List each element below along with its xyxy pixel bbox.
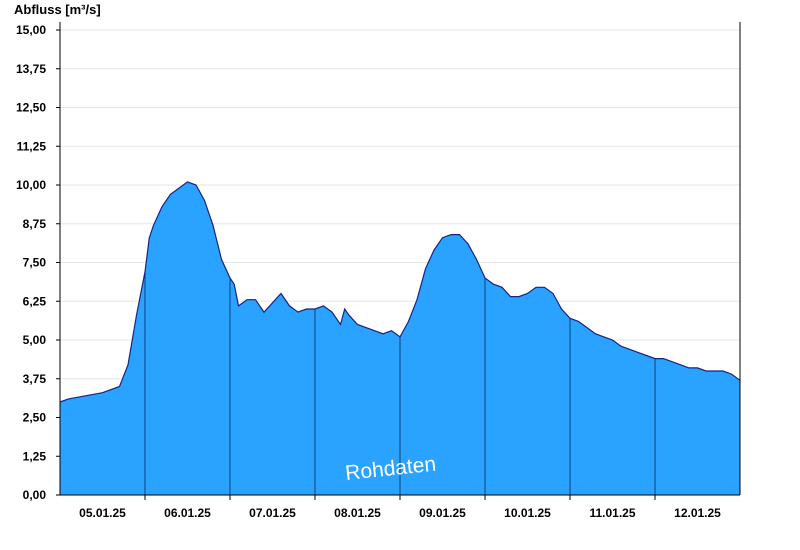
discharge-line: [59, 181, 741, 403]
x-tick-label: 06.01.25: [164, 506, 211, 520]
y-tick-label: 6,25: [23, 294, 47, 308]
day-boundary-lines: [144, 271, 656, 495]
y-tick-label: 10,00: [16, 178, 46, 192]
x-tick-label: 07.01.25: [249, 506, 296, 520]
y-tick-label: 13,75: [16, 62, 46, 76]
y-tick-label: 7,50: [23, 256, 47, 270]
x-tick-label: 11.01.25: [589, 506, 635, 520]
x-tick-label: 10.01.25: [504, 506, 551, 520]
y-tick-label: 3,75: [23, 372, 47, 386]
x-tick-label: 05.01.25: [79, 506, 126, 520]
x-tick-label: 08.01.25: [334, 506, 381, 520]
axes: [56, 22, 741, 500]
y-tick-label: 11,25: [17, 139, 47, 153]
y-tick-label: 15,00: [16, 23, 46, 37]
y-tick-label: 5,00: [23, 333, 47, 347]
y-tick-labels: 15,00 13,75 12,50 11,25 10,00 8,75 7,50 6,25 5,0…: [16, 23, 46, 502]
x-tick-labels: 05.01.25 06.01.25 07.01.25 08.01.25 09.01.25…: [79, 506, 721, 520]
y-axis-title: Abfluss [m³/s]: [14, 2, 101, 17]
x-tick-label: 12.01.25: [674, 506, 721, 520]
y-tick-label: 0,00: [23, 488, 47, 502]
y-tick-label: 1,25: [23, 449, 47, 463]
x-tick-label: 09.01.25: [419, 506, 466, 520]
y-tick-label: 2,50: [23, 411, 47, 425]
y-tick-label: 12,50: [16, 101, 46, 115]
y-tick-label: 8,75: [23, 217, 47, 231]
